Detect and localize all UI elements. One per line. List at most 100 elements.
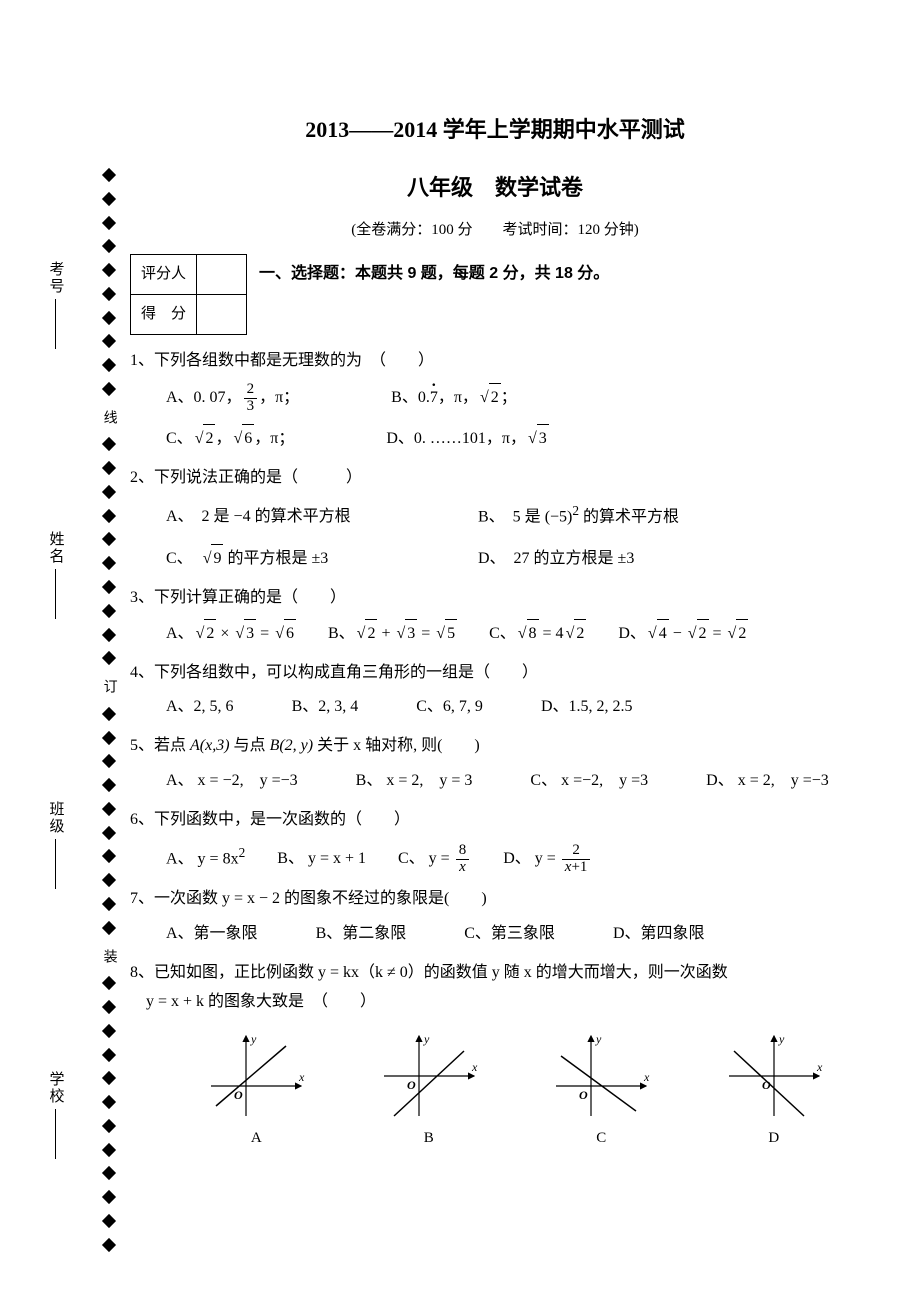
axis-x: x <box>471 1060 478 1074</box>
sqrt: 2 <box>193 424 216 454</box>
fraction: 23 <box>244 382 258 415</box>
question-3-options: A、2 × 3 = 6 B、2 + 3 = 5 C、8 = 42 D、4 − 2… <box>130 619 860 649</box>
q6-opt-b: B、 y = x + 1 <box>277 845 366 874</box>
diamond-icon <box>102 604 116 618</box>
question-2-options: A、 2 是 −4 的算术平方根 B、 5 是 (−5)2 的算术平方根 C、 … <box>130 499 860 574</box>
text: ，π， <box>438 389 478 406</box>
q1-opt-b: B、0.7，π，2； <box>391 383 517 413</box>
sqrt: 6 <box>231 424 254 454</box>
sqrt: 5 <box>434 619 457 649</box>
diamond-icon <box>102 1119 116 1133</box>
question-6: 6、下列函数中，是一次函数的（ ） <box>130 806 860 835</box>
point-b: B(2, y) <box>270 737 314 754</box>
sqrt: 8 <box>516 619 539 649</box>
diamond-icon <box>102 897 116 911</box>
origin: O <box>234 1088 243 1102</box>
origin: O <box>579 1088 588 1102</box>
side-name: 姓名 <box>42 531 69 619</box>
graph-a-svg: y x O <box>201 1031 311 1121</box>
diamond-icon <box>102 627 116 641</box>
origin: O <box>407 1078 416 1092</box>
score-label-score: 得 分 <box>131 295 197 335</box>
binding-column: 线 订 装 <box>100 170 118 1250</box>
graph-c-svg: y x O <box>546 1031 656 1121</box>
sqrt: 3 <box>394 619 417 649</box>
text: ，π； <box>259 389 299 406</box>
diamond-icon <box>102 976 116 990</box>
question-3: 3、下列计算正确的是（ ） <box>130 584 860 613</box>
q1-opt-a: A、0. 07，23，π； <box>166 382 299 415</box>
q6-opt-a: A、 y = 8x2 <box>166 841 245 874</box>
q3-opt-c: C、8 = 42 <box>489 619 586 649</box>
text: 5、若点 <box>130 737 190 754</box>
sqrt: 2 <box>564 619 587 649</box>
binding-char-zhuang: 装 <box>96 947 121 965</box>
q1-opt-d: D、0. ……101，π，3 <box>386 424 548 454</box>
text: B、 5 是 <box>478 508 545 525</box>
text: 关于 x 轴对称, 则( ) <box>313 737 480 754</box>
sqrt: 4 <box>646 619 669 649</box>
axis-x: x <box>298 1070 305 1084</box>
question-8-graphs: y x O A y x O B y x <box>170 1031 860 1152</box>
q1-opt-c: C、2，6，π； <box>166 424 294 454</box>
diamond-icon <box>102 1000 116 1014</box>
diamond-icon <box>102 651 116 665</box>
graph-a-label: A <box>201 1125 311 1152</box>
q2-opt-d: D、 27 的立方根是 ±3 <box>478 545 634 574</box>
q4-opt-b: B、2, 3, 4 <box>292 693 359 722</box>
exam-meta: (全卷满分：100 分 考试时间：120 分钟) <box>130 217 860 244</box>
graph-b: y x O B <box>374 1031 484 1152</box>
text: 的平方根是 ±3 <box>223 550 328 567</box>
text: 的算术平方根 <box>579 508 679 525</box>
sqrt: 3 <box>526 424 549 454</box>
diamond-icon <box>102 358 116 372</box>
score-blank <box>197 295 247 335</box>
text: A、 <box>166 625 194 642</box>
side-label-column: 考号 姓名 班级 学校 <box>40 170 70 1250</box>
text: B、0. <box>391 389 430 406</box>
diamond-icon <box>102 1143 116 1157</box>
text: 与点 <box>230 737 270 754</box>
score-section: 评分人 得 分 一、选择题：本题共 9 题，每题 2 分，共 18 分。 <box>130 254 860 335</box>
q4-opt-d: D、1.5, 2, 2.5 <box>541 693 633 722</box>
page-title: 2013——2014 学年上学期期中水平测试 <box>130 110 860 150</box>
diamond-icon <box>102 287 116 301</box>
fraction: 2x+1 <box>562 843 591 876</box>
q2-opt-a: A、 2 是 −4 的算术平方根 <box>166 503 446 532</box>
question-5: 5、若点 A(x,3) 与点 B(2, y) 关于 x 轴对称, 则( ) <box>130 732 860 761</box>
side-exam-no: 考号 <box>42 261 69 349</box>
text: B、 <box>328 625 355 642</box>
diamond-icon <box>102 580 116 594</box>
sqrt: 2 <box>194 619 217 649</box>
score-table: 评分人 得 分 <box>130 254 247 335</box>
q2-opt-b: B、 5 是 (−5)2 的算术平方根 <box>478 499 679 532</box>
diamond-icon <box>102 509 116 523</box>
diamond-icon <box>102 849 116 863</box>
diamond-icon <box>102 921 116 935</box>
diamond-icon <box>102 239 116 253</box>
diamond-icon <box>102 1047 116 1061</box>
diamond-icon <box>102 311 116 325</box>
q3-opt-d: D、4 − 2 = 2 <box>618 619 748 649</box>
sup: 2 <box>239 845 246 860</box>
graph-d-svg: y x O <box>719 1031 829 1121</box>
expr: (−5) <box>545 508 573 525</box>
blank-line <box>55 1109 56 1159</box>
q3-opt-a: A、2 × 3 = 6 <box>166 619 296 649</box>
diamond-icon <box>102 556 116 570</box>
score-blank <box>197 255 247 295</box>
question-7-options: A、第一象限 B、第二象限 C、第三象限 D、第四象限 <box>130 920 860 949</box>
question-1: 1、下列各组数中都是无理数的为 （ ） <box>130 347 860 376</box>
diamond-icon <box>102 707 116 721</box>
binding-char-xian: 线 <box>96 408 121 426</box>
diamond-icon <box>102 754 116 768</box>
diamond-icon <box>102 168 116 182</box>
diamond-icon <box>102 532 116 546</box>
question-1-options: A、0. 07，23，π； B、0.7，π，2； C、2，6，π； D、0. …… <box>130 382 860 454</box>
diamond-icon <box>102 1024 116 1038</box>
sqrt: 6 <box>273 619 296 649</box>
text: D、 y = <box>503 850 560 867</box>
axis-y: y <box>250 1032 257 1046</box>
sqrt: 2 <box>355 619 378 649</box>
q7-opt-c: C、第三象限 <box>464 920 555 949</box>
